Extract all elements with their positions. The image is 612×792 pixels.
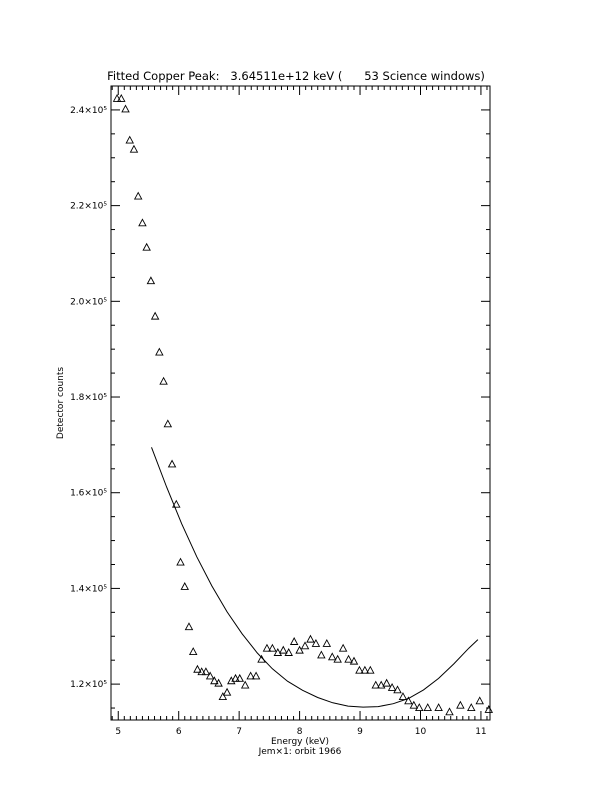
data-point-triangle [366,665,375,674]
data-point-triangle [322,638,332,647]
data-point-triangle [409,700,419,709]
data-point-triangle [257,654,266,663]
x-axis-label: Energy (keV) [271,737,329,747]
data-points [112,93,494,716]
data-point-triangle [279,645,288,654]
data-point-triangle [180,582,189,590]
y-tick-label: 1.6×10⁵ [70,489,107,499]
data-point-triangle [150,311,160,320]
fit-curve [151,447,479,708]
y-tick-label: 1.8×10⁵ [70,393,107,403]
data-point-triangle [311,638,321,647]
data-point-triangle [300,641,310,650]
data-point-triangle [467,703,476,711]
data-point-triangle [117,93,126,102]
data-point-triangle [240,680,250,689]
fit-curve-layer [151,447,479,708]
data-point-triangle [344,654,353,663]
data-point-triangle [222,687,232,696]
axis-tick-labels: 5 6 7 8 9 10 11 1.2×10⁵ 1.4×10⁵ 1.6×10⁵ 1.8×10⁵ 2.0… [70,106,487,737]
data-point-triangle [398,692,408,700]
y-tick-label: 2.0×10⁵ [70,297,107,307]
data-point-triangle [338,643,348,652]
data-point-triangle [393,685,402,694]
data-point-triangle [273,648,283,656]
data-point-triangle [306,634,315,643]
data-point-triangle [423,703,432,711]
data-point-triangle [231,673,240,682]
data-point-triangle [484,705,494,713]
data-point-triangle [146,276,156,285]
data-point-triangle [246,671,255,680]
data-point-triangle [210,676,219,685]
data-point-triangle [129,144,139,153]
data-point-triangle [475,696,484,705]
data-point-triangle [456,700,465,709]
data-point-triangle [355,665,364,674]
x-tick-label: 10 [415,727,427,737]
data-point-triangle [268,643,277,652]
data-point-triangle [360,665,370,674]
x-tick-label: 7 [236,727,242,737]
data-point-triangle [295,645,304,654]
data-point-triangle [184,622,194,631]
data-point-triangle [159,376,168,385]
data-point-triangle [155,347,164,356]
data-point-triangle [404,696,413,705]
data-point-triangle [235,673,245,682]
data-point-triangle [188,647,198,656]
data-point-triangle [138,218,147,227]
data-point-triangle [227,676,236,685]
chart-title: Fitted Copper Peak: 3.64511e+12 keV ( 53… [107,69,485,83]
plot-frame [110,85,491,721]
x-tick-label: 9 [357,727,363,737]
data-point-triangle [262,643,272,652]
y-tick-label: 1.4×10⁵ [70,584,107,594]
x-tick-label: 5 [115,727,121,737]
data-point-triangle [382,678,391,687]
data-point-triangle [214,678,223,687]
data-point-triangle [387,682,397,691]
data-point-triangle [333,654,342,663]
data-point-triangle [121,104,130,113]
data-point-triangle [201,667,211,676]
data-point-triangle [176,557,185,566]
data-point-triangle [327,652,337,661]
y-axis-label: Detector counts [56,367,66,439]
data-point-triangle [251,671,261,680]
y-tick-label: 1.2×10⁵ [70,680,107,690]
data-point-triangle [317,650,326,659]
data-point-triangle [434,703,443,711]
axis-ticks [111,85,490,720]
data-point-triangle [284,648,293,656]
data-point-triangle [205,671,215,680]
data-point-triangle [289,637,299,645]
data-point-triangle [112,93,122,102]
data-point-triangle [197,667,206,676]
x-tick-label: 8 [297,727,303,737]
y-tick-label: 2.4×10⁵ [70,106,107,116]
data-point-triangle [167,459,177,468]
x-tick-label: 6 [176,727,182,737]
data-point-triangle [218,692,228,700]
data-point-triangle [371,680,381,689]
data-point-triangle [193,664,202,673]
data-point-triangle [415,703,424,711]
data-point-triangle [125,135,134,144]
data-point-triangle [133,191,143,200]
data-point-triangle [142,242,151,251]
chart-subtitle: Jem×1: orbit 1966 [258,747,342,757]
x-tick-label: 11 [475,727,486,737]
data-point-triangle [445,707,454,716]
data-point-triangle [163,419,173,428]
data-point-triangle [172,499,181,508]
data-point-triangle [349,656,359,665]
data-point-triangle [376,680,386,689]
y-tick-label: 2.2×10⁵ [70,202,107,212]
